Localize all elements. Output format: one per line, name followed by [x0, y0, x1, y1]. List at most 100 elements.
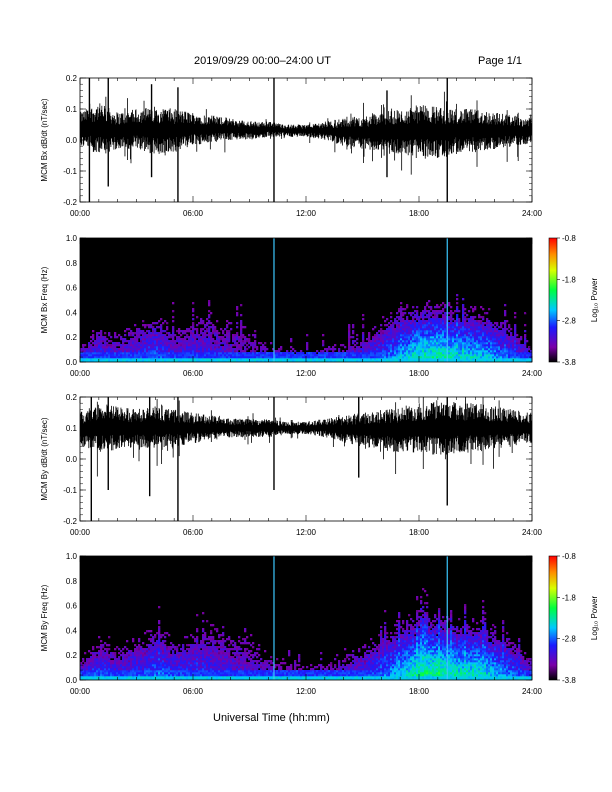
spectrogram-cell	[398, 340, 401, 343]
spectrogram-cell	[214, 676, 217, 679]
spectrogram-cell	[152, 356, 155, 359]
spectrogram-cell	[134, 666, 137, 669]
spectrogram-cell	[198, 358, 201, 361]
spectrogram-cell	[402, 352, 405, 355]
spectrogram-cell	[212, 664, 215, 667]
spectrogram-cell	[502, 328, 505, 331]
spectrogram-cell	[414, 322, 417, 325]
spectrogram-cell	[306, 346, 309, 349]
spectrogram-cell	[140, 360, 143, 362]
spectrogram-cell	[406, 336, 409, 339]
spectrogram-cell	[362, 336, 365, 339]
spectrogram-cell	[176, 356, 179, 359]
spectrogram-cell	[136, 654, 139, 657]
spectrogram-cell	[398, 310, 401, 313]
spectrogram-cell	[184, 652, 187, 655]
spectrogram-cell	[120, 352, 123, 355]
spectrogram-cell	[110, 662, 113, 665]
spectrogram-cell	[200, 330, 203, 333]
spectrogram-cell	[374, 348, 377, 351]
spectrogram-cell	[220, 352, 223, 355]
spectrogram-cell	[480, 358, 483, 361]
spectrogram-cell	[162, 654, 165, 657]
spectrogram-cell	[264, 352, 267, 355]
spectrogram-cell	[472, 350, 475, 353]
spectrogram-cell	[472, 324, 475, 327]
spectrogram-cell	[356, 356, 359, 359]
spectrogram-cell	[430, 356, 433, 359]
spectrogram-cell	[214, 674, 217, 677]
spectrogram-cell	[428, 356, 431, 359]
spectrogram-cell	[158, 626, 161, 629]
spectrogram-cell	[366, 338, 369, 341]
spectrogram-cell	[366, 360, 369, 362]
spectrogram-cell	[354, 344, 357, 347]
spectrogram-cell	[106, 358, 109, 361]
spectrogram-cell	[448, 356, 451, 359]
spectrogram-cell	[162, 342, 165, 345]
spectrogram-cell	[202, 674, 205, 677]
spectrogram-cell	[190, 352, 193, 355]
spectrogram-cell	[410, 340, 413, 343]
spectrogram-cell	[362, 352, 365, 355]
spectrogram-cell	[110, 348, 113, 351]
spectrogram-cell	[102, 668, 105, 671]
spectrogram-cell	[214, 356, 217, 359]
spectrogram-cell	[126, 350, 129, 353]
spectrogram-cell	[414, 354, 417, 357]
spectrogram-cell	[334, 360, 337, 362]
spectrogram-cell	[194, 358, 197, 361]
spectrogram-cell	[468, 330, 471, 333]
spectrogram-cell	[440, 348, 443, 351]
spectrogram-cell	[402, 308, 405, 311]
spectrogram-cell	[408, 338, 411, 341]
spectrogram-cell	[108, 340, 111, 343]
spectrogram-cell	[324, 352, 327, 355]
spectrogram-cell	[186, 330, 189, 333]
spectrogram-cell	[208, 670, 211, 673]
spectrogram-cell	[366, 354, 369, 357]
spectrogram-cell	[182, 664, 185, 667]
spectrogram-cell	[394, 348, 397, 351]
spectrogram-cell	[452, 318, 455, 321]
spectrogram-cell	[212, 344, 215, 347]
spectrogram-cell	[178, 350, 181, 353]
spectrogram-cell	[92, 352, 95, 355]
spectrogram-cell	[168, 332, 171, 335]
spectrogram-cell	[398, 358, 401, 361]
spectrogram-cell	[444, 336, 447, 339]
spectrogram-cell	[184, 354, 187, 357]
spectrogram-cell	[126, 658, 129, 661]
spectrogram-cell	[96, 670, 99, 673]
spectrogram-cell	[476, 330, 479, 333]
spectrogram-cell	[106, 658, 109, 661]
spectrogram-cell	[148, 332, 151, 335]
spectrogram-cell	[180, 652, 183, 655]
spectrogram-cell	[188, 654, 191, 657]
spectrogram-cell	[202, 354, 205, 357]
spectrogram-cell	[264, 348, 267, 351]
spectrogram-cell	[98, 674, 101, 677]
spectrogram-cell	[94, 354, 97, 357]
spectrogram-cell	[90, 676, 93, 679]
spectrogram-cell	[206, 658, 209, 661]
spectrogram-cell	[178, 328, 181, 331]
y-tick-label: 0.8	[66, 259, 78, 268]
spectrogram-cell	[122, 674, 125, 677]
spectrogram-cell	[176, 344, 179, 347]
spectrogram-cell	[378, 352, 381, 355]
spectrogram-cell	[410, 342, 413, 345]
spectrogram-cell	[318, 358, 321, 361]
spectrogram-cell	[442, 310, 445, 313]
spectrogram-cell	[434, 346, 437, 349]
spectrogram-cell	[114, 356, 117, 359]
spectrogram-cell	[150, 340, 153, 343]
spectrogram-cell	[426, 336, 429, 339]
spectrogram-cell	[202, 646, 205, 649]
spectrogram-cell	[458, 328, 461, 331]
spectrogram-cell	[476, 350, 479, 353]
spectrogram-cell	[118, 676, 121, 679]
spectrogram-cell	[454, 338, 457, 341]
spectrogram-cell	[186, 350, 189, 353]
spectrogram-cell	[366, 350, 369, 353]
